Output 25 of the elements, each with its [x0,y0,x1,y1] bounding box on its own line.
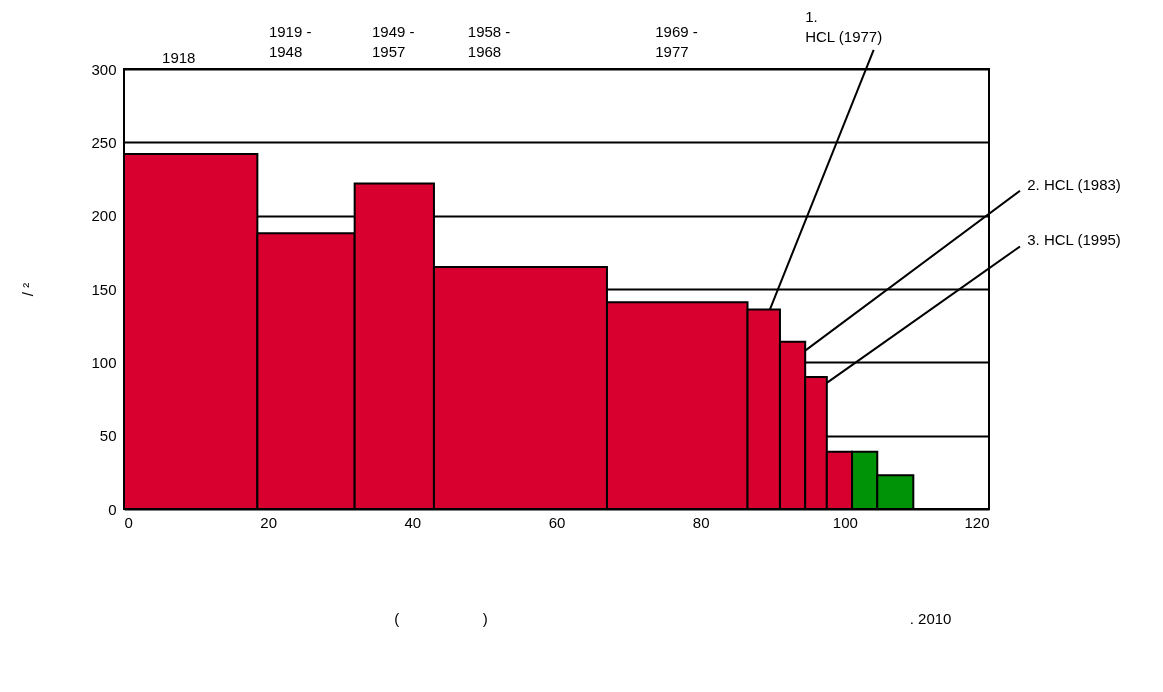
x-tick-label: 120 [964,513,990,531]
text: 1969 - 1977 [655,23,698,60]
y-tick-label: 100 [91,353,117,371]
y-tick-label: 0 [108,500,117,518]
text: 1918 [162,49,196,67]
annotation: 2. HCL (1983) [1027,175,1121,193]
text: 1949 - 1957 [371,23,415,60]
x-tick-label: 100 [832,513,858,531]
text: ( ) [394,609,488,627]
y-tick-label: 250 [91,133,117,151]
y-axis-title: / ² [19,282,37,297]
text: . 2010 [909,609,952,627]
x-tick-label: 20 [260,513,278,531]
annotation: 1. HCL (1977) [805,8,883,46]
y-tick-label: 200 [91,207,117,225]
x-tick-label: 40 [404,513,422,531]
y-tick-label: 150 [91,280,117,298]
text: 1958 - 1968 [467,23,511,60]
y-tick-label: 300 [91,60,117,78]
y-tick-label: 50 [99,427,117,445]
x-tick-label: 60 [548,513,566,531]
x-tick-label: 0 [124,513,133,531]
x-tick-label: 80 [692,513,710,531]
annotation: 3. HCL (1995) [1027,231,1121,249]
text: 1919 - 1948 [268,23,312,60]
